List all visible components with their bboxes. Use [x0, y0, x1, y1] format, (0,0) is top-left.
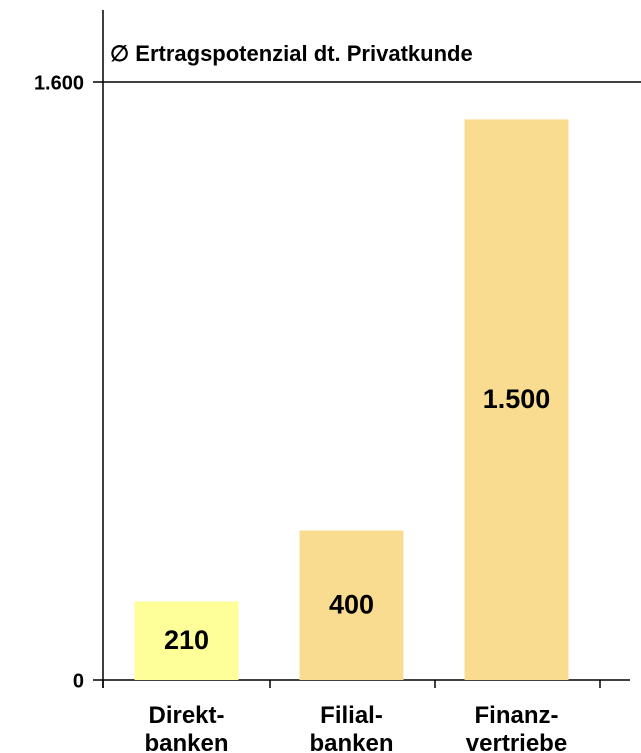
y-tick-label: 1.600 [34, 72, 84, 94]
x-tick-label: Direkt- banken [144, 702, 229, 753]
value-label: 210 [164, 625, 209, 655]
bar [134, 601, 239, 680]
y-tick-label: 0 [73, 670, 84, 692]
value-label: 1.500 [483, 384, 551, 414]
bar [464, 119, 569, 680]
x-tick-label: Finanz- vertriebe [465, 702, 568, 753]
bar [299, 530, 404, 680]
x-tick-label: Filial- banken [309, 702, 394, 753]
chart-title: ∅ Ertragspotenzial dt. Privatkunde [110, 41, 473, 66]
value-label: 400 [329, 589, 374, 619]
